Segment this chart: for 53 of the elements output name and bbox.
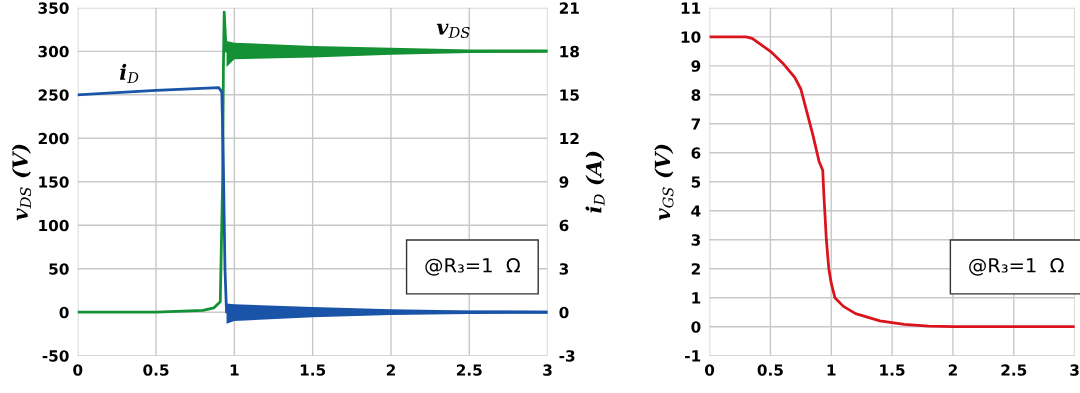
y-tick-label: 100 [39,219,69,232]
x-tick-label: 3 [1070,364,1079,376]
y-tick-label: 200 [38,132,69,145]
y-tick-label: 7 [691,118,701,130]
y-tick-label: 1 [692,292,701,304]
y-tick-label: -1 [685,350,701,362]
y2-tick-label: 0 [559,306,569,319]
y-axis-title: v$_{GS}$ (V) [654,144,674,221]
y-tick-label: 0 [691,321,701,333]
x-tick-label: 1.5 [880,364,905,376]
series-label: v$_{DS}$ [436,23,470,38]
y-tick-label: 9 [691,60,701,72]
x-tick-label: 2.5 [1001,364,1027,376]
x-tick-label: 1.5 [300,364,326,376]
y-tick-label: 4 [691,205,701,217]
y-tick-label: 150 [39,176,69,188]
series-label: i$_{D}$ [119,63,139,83]
x-tick-label: 1 [827,364,836,376]
y-tick-label: 3 [691,234,701,246]
y-tick-label: 2 [691,263,700,275]
y-tick-label: 6 [691,147,701,159]
x-tick-label: 2 [948,364,957,376]
x-tick-label: 0.5 [757,364,783,376]
y2-tick-label: 21 [559,2,579,14]
x-tick-label: 2.5 [456,364,482,376]
x-tick-label: 3 [543,364,552,376]
y-tick-label: 8 [691,89,701,101]
x-tick-label: 0 [73,364,83,376]
y-tick-label: 10 [681,31,701,43]
y-tick-label: 50 [49,263,69,275]
y-tick-label: 250 [38,89,69,101]
x-tick-label: 1 [230,364,239,376]
annotation: @R₃=1 Ω [969,257,1064,276]
y-tick-label: 300 [38,45,69,58]
y-tick-label: 11 [681,2,701,14]
annotation: @R₃=1 Ω [425,257,520,276]
y-tick-label: 5 [691,176,701,188]
line-series [709,35,1075,329]
y2-tick-label: 18 [560,45,579,58]
y2-tick-label: 9 [559,176,569,188]
y2-tick-label: 3 [559,263,569,275]
y-tick-label: 0 [59,306,69,319]
x-tick-label: 0 [704,364,715,376]
y-tick-label: 350 [38,2,69,14]
y2-tick-label: 6 [559,219,569,232]
y-axis-title: v$_{DS}$ (V) [11,144,32,221]
y2-tick-label: 12 [560,132,579,145]
y2-tick-label: -3 [559,350,575,362]
y2-tick-label: 15 [560,89,579,101]
y-tick-label: -50 [42,350,69,362]
y2-axis-title: i$_{D}$ (A) [585,151,605,213]
x-tick-label: 0.5 [143,364,169,376]
x-tick-label: 2 [386,364,395,376]
